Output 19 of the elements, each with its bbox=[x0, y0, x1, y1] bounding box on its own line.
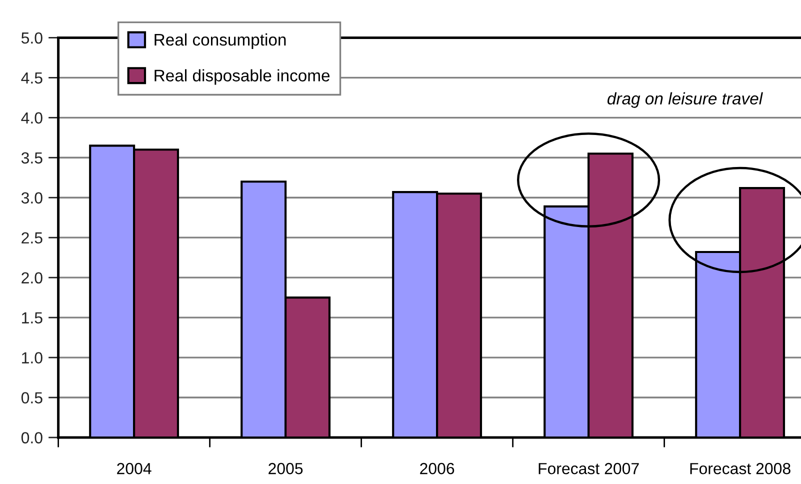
y-tick-label: 1.0 bbox=[22, 352, 42, 364]
y-tick-label: 0.5 bbox=[21, 392, 42, 404]
y-tick-label: 3.0 bbox=[21, 192, 42, 204]
y-tick-label: 4.5 bbox=[21, 72, 42, 84]
y-tick-label: 2.0 bbox=[22, 272, 42, 284]
legend-label: Real consumption bbox=[154, 33, 286, 49]
y-tick-label: 3.5 bbox=[21, 152, 42, 164]
x-tick-label: 2006 bbox=[420, 462, 454, 474]
y-tick-label: 1.5 bbox=[22, 312, 42, 324]
y-tick-label: 2.5 bbox=[22, 232, 42, 244]
y-tick-label: 0.0 bbox=[21, 432, 42, 444]
annotation: drag on leisure travel bbox=[608, 92, 763, 108]
x-tick-label: 2005 bbox=[268, 462, 303, 474]
y-tick-label: 5.0 bbox=[21, 32, 42, 44]
x-tick-label: Forecast 2007 bbox=[538, 462, 639, 474]
y-tick-label: 4.0 bbox=[21, 112, 42, 124]
legend-label: Real disposable income bbox=[154, 69, 330, 85]
x-tick-label: Forecast 2008 bbox=[690, 462, 790, 474]
x-tick-label: 2004 bbox=[117, 462, 152, 474]
